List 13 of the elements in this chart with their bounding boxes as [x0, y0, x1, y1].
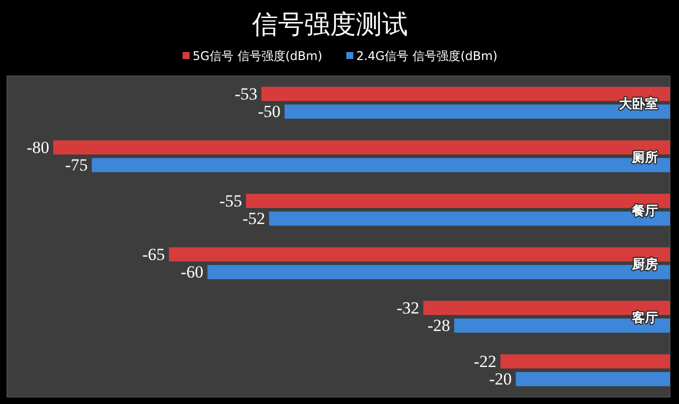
data-label: -80: [26, 138, 50, 157]
data-label: -60: [180, 262, 204, 282]
data-label: -55: [219, 191, 242, 210]
data-label: -52: [242, 209, 266, 228]
title: 信号强度测试: [252, 10, 408, 40]
data-label: -50: [258, 102, 281, 122]
data-label: -32: [396, 298, 420, 318]
data-label: -53: [234, 84, 258, 104]
data-label: -28: [427, 316, 450, 336]
data-label: -20: [489, 370, 512, 389]
data-label: -75: [65, 156, 88, 175]
data-label: -22: [474, 352, 496, 371]
data-label: -65: [142, 244, 165, 264]
